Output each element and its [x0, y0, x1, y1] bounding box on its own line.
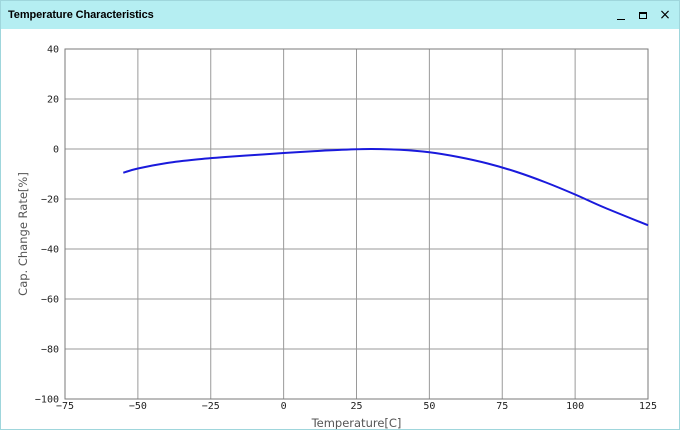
y-tick-label: 40: [47, 45, 59, 56]
y-tick-label: 20: [47, 95, 59, 106]
grid: [64, 48, 649, 400]
x-tick-label: −50: [129, 401, 147, 412]
x-tick-label: 100: [566, 401, 584, 412]
maximize-button[interactable]: [635, 6, 651, 24]
y-tick-label: −40: [41, 245, 59, 256]
x-tick-label: 75: [496, 401, 508, 412]
x-tick-label: −25: [202, 401, 220, 412]
y-tick-label: −80: [41, 345, 59, 356]
minimize-icon: [617, 18, 625, 20]
maximize-icon: [639, 11, 647, 19]
x-tick-label: −75: [56, 401, 74, 412]
y-tick-label: −60: [41, 295, 59, 306]
x-axis-label: Temperature[C]: [311, 416, 402, 429]
y-axis-label: Cap. Change Rate[%]: [16, 172, 30, 296]
x-tick-labels: −75 −50 −25 0 25 50 75 100 125: [56, 401, 657, 412]
y-tick-label: −100: [35, 395, 59, 406]
x-tick-label: 25: [350, 401, 362, 412]
temperature-chart: −100 −80 −60 −40 −20 0 20 40 −75 −50 −25 0 25 50 75 10…: [16, 45, 657, 430]
y-tick-label: −20: [41, 195, 59, 206]
plot-frame: [64, 48, 649, 400]
y-tick-label: 0: [53, 145, 59, 156]
x-tick-label: 50: [423, 401, 435, 412]
y-tick-labels: −100 −80 −60 −40 −20 0 20 40: [35, 45, 59, 406]
series-line: [123, 147, 649, 227]
window-controls: ×: [613, 5, 673, 25]
close-icon: ×: [659, 7, 671, 23]
window-title: Temperature Characteristics: [8, 9, 154, 21]
title-bar[interactable]: Temperature Characteristics ×: [1, 1, 679, 29]
x-tick-label: 125: [639, 401, 657, 412]
series-lines: [123, 147, 649, 227]
close-button[interactable]: ×: [657, 6, 673, 24]
minimize-button[interactable]: [613, 6, 629, 24]
x-tick-label: 0: [281, 401, 287, 412]
